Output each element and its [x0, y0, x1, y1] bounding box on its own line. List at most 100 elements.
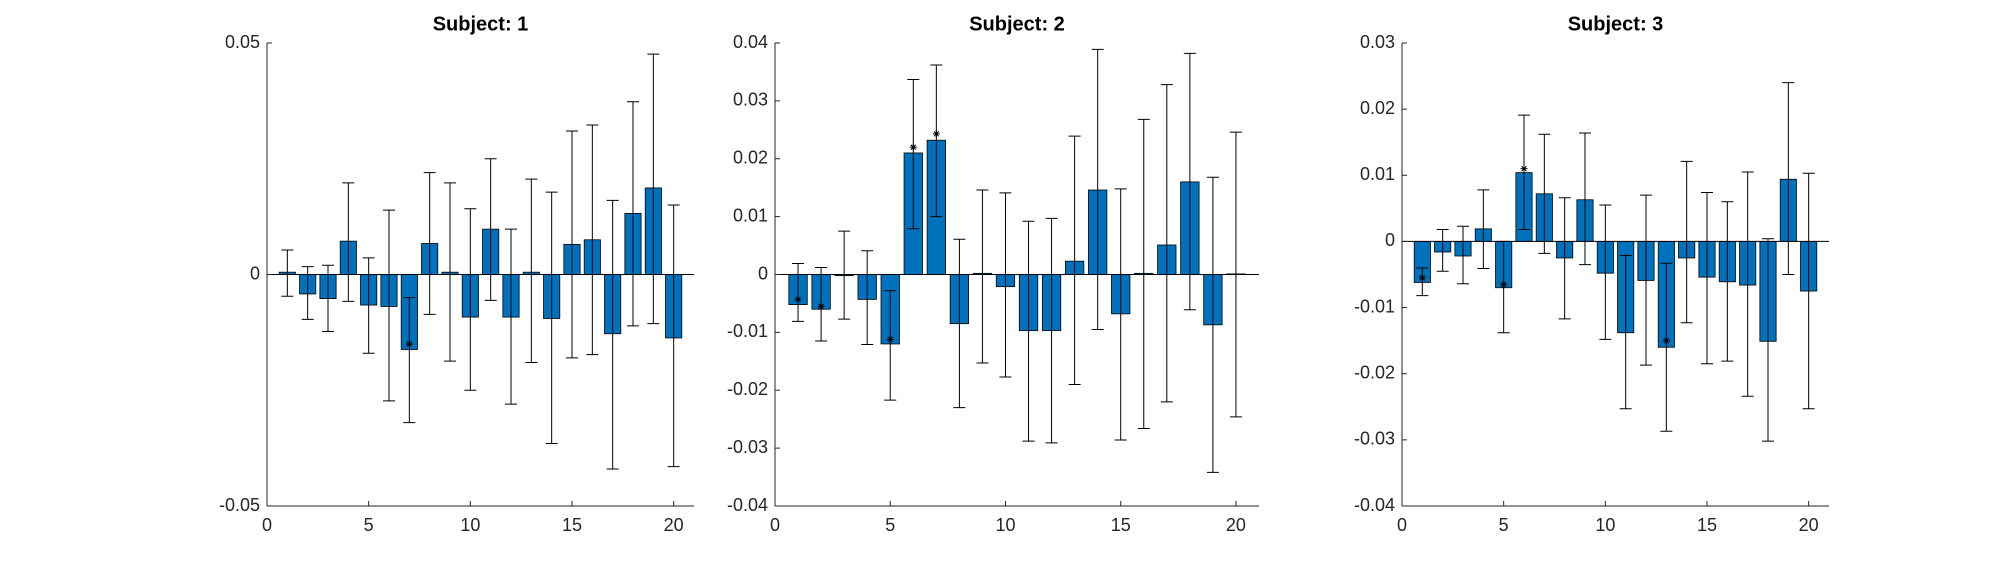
error-bar: [525, 178, 538, 363]
y-tick-label: 0.02: [733, 148, 768, 168]
error-bar: [1160, 84, 1173, 403]
x-tick-label: 10: [995, 515, 1015, 535]
error-bar: [1558, 197, 1571, 320]
x-tick-label: 0: [262, 515, 272, 535]
subplot: Subject: 3 -0.04 -0.03 -0.02 -0.01 0 0.01 0.02 0…: [1354, 13, 1829, 535]
y-tick-label: 0.05: [225, 32, 260, 52]
error-bar: [1206, 176, 1219, 473]
error-bar: [907, 78, 920, 230]
error-bar: [647, 53, 660, 325]
error-bar: [884, 290, 897, 401]
error-bar: [1457, 225, 1469, 285]
significance-marker: [886, 335, 894, 343]
significance-marker: [1418, 274, 1426, 282]
error-bar: [999, 192, 1012, 378]
error-bar: [566, 130, 578, 359]
y-tick-label: -0.03: [1354, 429, 1395, 449]
error-bar: [1022, 220, 1035, 442]
error-bar: [1782, 82, 1795, 275]
significance-marker: [817, 302, 825, 310]
y-tick-label: -0.02: [727, 379, 768, 399]
y-tick-label: 0.01: [1360, 164, 1395, 184]
error-bar: [1114, 188, 1127, 441]
y-tick-label: 0: [250, 263, 260, 283]
error-bar: [1579, 132, 1591, 266]
significance-marker: [909, 143, 917, 151]
error-bar: [1416, 267, 1429, 297]
error-bar: [586, 124, 599, 356]
error-bar: [505, 228, 517, 405]
chart-title: Subject: 2: [969, 13, 1065, 35]
error-bar: [1680, 160, 1693, 324]
error-bar: [1640, 194, 1652, 366]
error-bar: [1436, 229, 1449, 272]
y-tick-label: -0.04: [727, 495, 768, 515]
significance-marker: [405, 340, 413, 348]
y-tick-label: -0.05: [219, 495, 260, 515]
x-tick-label: 20: [664, 515, 684, 535]
x-tick-label: 0: [1397, 515, 1407, 535]
chart-title: Subject: 1: [433, 13, 529, 35]
error-bar: [1538, 133, 1551, 254]
error-bar: [1721, 201, 1734, 362]
x-tick-label: 10: [460, 515, 480, 535]
error-bar: [484, 158, 497, 301]
y-tick-label: -0.02: [1354, 362, 1395, 382]
y-tick-label: 0: [1385, 230, 1395, 250]
y-tick-label: 0.02: [1360, 98, 1395, 118]
error-bar: [1741, 171, 1754, 397]
y-tick-label: -0.01: [727, 321, 768, 341]
error-bar: [667, 204, 680, 468]
y-tick-label: 0.03: [733, 90, 768, 110]
error-bar: [362, 257, 375, 354]
x-tick-label: 15: [1111, 515, 1131, 535]
error-bar: [953, 238, 966, 409]
error-bar: [838, 230, 851, 320]
significance-marker: [794, 295, 802, 303]
y-tick-label: 0.04: [733, 32, 768, 52]
significance-marker: [1520, 165, 1528, 173]
error-bar: [403, 297, 416, 424]
error-bar: [1091, 48, 1104, 330]
x-tick-label: 5: [364, 515, 374, 535]
error-bar: [1762, 238, 1774, 442]
error-bar: [464, 208, 477, 391]
error-bar: [545, 191, 558, 444]
x-tick-label: 15: [1697, 515, 1717, 535]
error-bar: [1137, 118, 1150, 429]
error-bar: [1068, 135, 1081, 385]
x-tick-label: 5: [885, 515, 895, 535]
error-bar: [1701, 191, 1713, 365]
error-bar: [1599, 204, 1612, 340]
error-bar: [444, 182, 456, 362]
y-tick-label: -0.04: [1354, 495, 1395, 515]
error-bar: [342, 182, 355, 302]
error-bar: [1183, 52, 1196, 311]
significance-marker: [1662, 337, 1670, 345]
error-bar: [930, 64, 943, 218]
significance-marker: [1500, 280, 1508, 288]
x-tick-label: 0: [770, 515, 780, 535]
x-tick-label: 10: [1595, 515, 1615, 535]
error-bar: [792, 263, 805, 322]
error-bar: [1229, 131, 1242, 418]
error-bar: [322, 264, 334, 332]
error-bar: [1045, 217, 1058, 444]
error-bar: [383, 209, 395, 402]
x-tick-label: 15: [562, 515, 582, 535]
y-tick-label: 0.01: [733, 205, 768, 225]
y-tick-label: -0.01: [1354, 296, 1395, 316]
error-bar: [976, 189, 989, 364]
error-bar: [1660, 262, 1673, 432]
x-tick-label: 20: [1799, 515, 1819, 535]
significance-marker: [932, 130, 940, 138]
error-bar: [627, 101, 639, 327]
error-bar: [423, 172, 436, 315]
error-bar: [1802, 172, 1815, 410]
error-bar: [606, 199, 619, 470]
error-bar: [1619, 254, 1632, 410]
error-bar: [1477, 189, 1490, 270]
y-tick-label: 0: [758, 263, 768, 283]
